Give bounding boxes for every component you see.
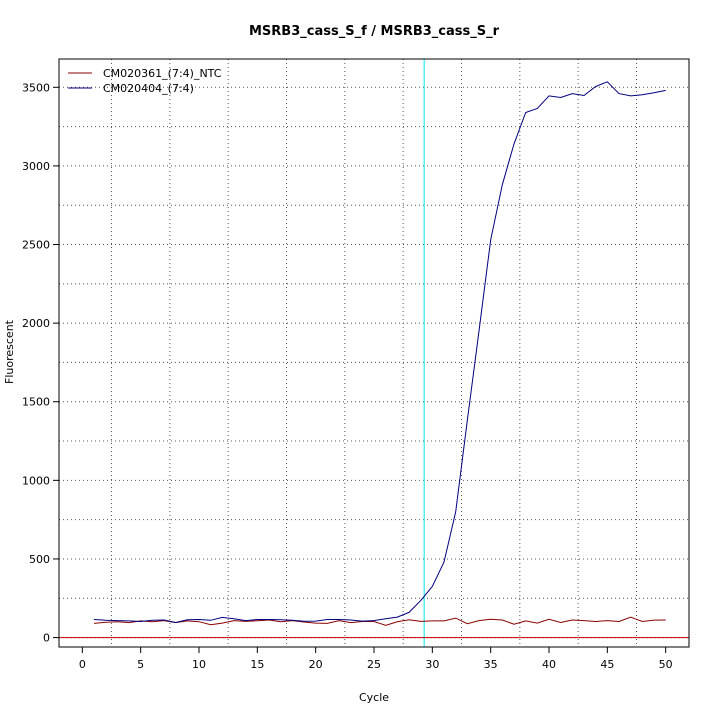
- reference-lines: [59, 59, 689, 647]
- y-tick-label: 2000: [22, 317, 50, 330]
- grid: [59, 59, 689, 647]
- y-tick-label: 1500: [22, 396, 50, 409]
- x-tick-label: 10: [192, 658, 206, 671]
- y-tick-label: 1000: [22, 474, 50, 487]
- y-axis-label: Fluorescent: [3, 319, 16, 384]
- x-axis-label: Cycle: [359, 691, 389, 704]
- series-line-1: [93, 616, 666, 626]
- x-tick-label: 20: [309, 658, 323, 671]
- x-tick-label: 30: [425, 658, 439, 671]
- legend-label-2: CM020404_(7:4): [103, 82, 194, 95]
- x-tick-label: 5: [137, 658, 144, 671]
- plot-frame: [58, 58, 690, 648]
- y-tick-label: 3000: [22, 160, 50, 173]
- series-line-2: [93, 81, 666, 624]
- x-tick-label: 35: [484, 658, 498, 671]
- x-tick-label: 40: [542, 658, 556, 671]
- y-axis: 0 500 1000 1500 2000 2500 3000 3500: [22, 81, 59, 645]
- y-tick-label: 500: [29, 553, 50, 566]
- x-tick-label: 15: [250, 658, 264, 671]
- x-tick-label: 45: [600, 658, 614, 671]
- y-tick-label: 2500: [22, 239, 50, 252]
- y-tick-label: 3500: [22, 81, 50, 94]
- x-axis: 0 5 10 15 20 25 30 35 40 45 50: [79, 647, 673, 671]
- x-tick-label: 25: [367, 658, 381, 671]
- x-tick-label: 50: [659, 658, 673, 671]
- x-tick-label: 0: [79, 658, 86, 671]
- legend: CM020361_(7:4)_NTC CM020404_(7:4): [68, 67, 222, 95]
- y-tick-label: 0: [43, 632, 50, 645]
- chart-title: MSRB3_cass_S_f / MSRB3_cass_S_r: [249, 24, 500, 39]
- series-lines: [93, 81, 666, 626]
- legend-label-1: CM020361_(7:4)_NTC: [103, 67, 222, 80]
